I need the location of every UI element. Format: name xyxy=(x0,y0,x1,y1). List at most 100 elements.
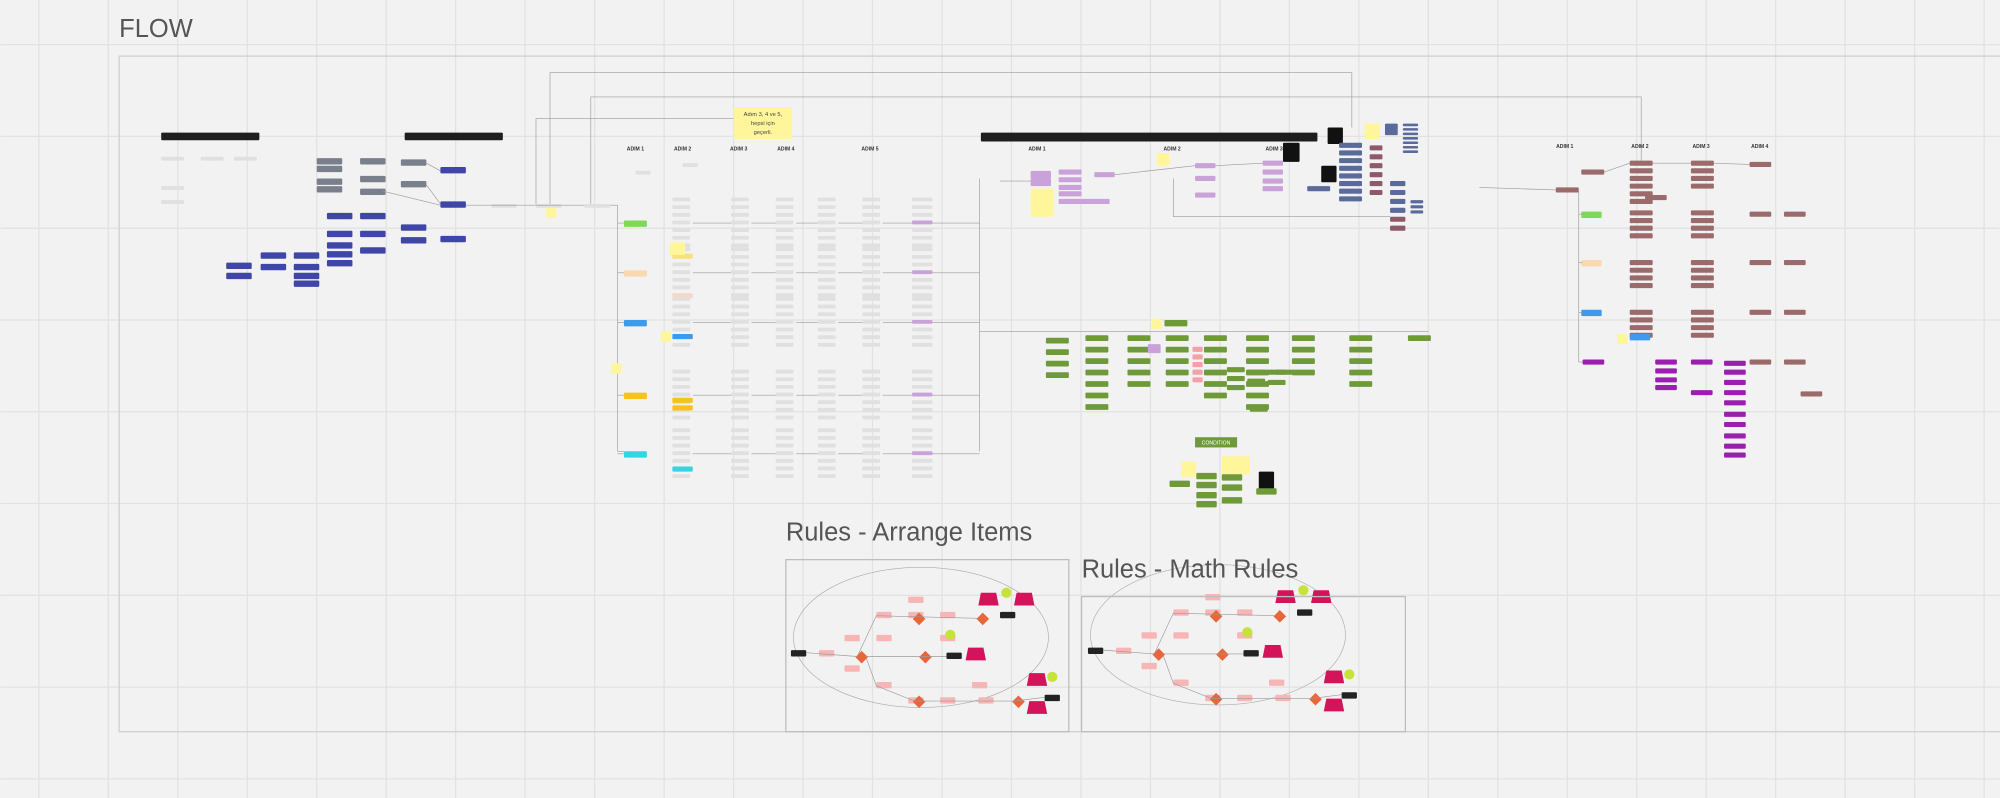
node xyxy=(817,285,836,290)
node xyxy=(775,297,794,301)
start-node xyxy=(623,270,647,277)
node xyxy=(1690,210,1714,216)
node xyxy=(1339,158,1363,164)
node xyxy=(400,159,427,166)
node xyxy=(1629,275,1653,281)
node xyxy=(817,243,836,248)
node xyxy=(1629,233,1653,239)
node xyxy=(1783,211,1806,217)
sticky-note xyxy=(1221,456,1250,475)
node xyxy=(1749,161,1772,167)
decision xyxy=(919,650,932,664)
black-block xyxy=(1297,609,1313,616)
node xyxy=(1246,358,1269,364)
node xyxy=(1369,145,1383,151)
column-header: ADIM 2 xyxy=(1631,144,1648,150)
node xyxy=(1196,492,1217,499)
node xyxy=(161,200,185,204)
node xyxy=(672,405,693,411)
node xyxy=(1237,694,1253,702)
node xyxy=(731,247,749,252)
node xyxy=(1226,367,1245,373)
node xyxy=(1629,210,1653,216)
node xyxy=(360,247,386,254)
node xyxy=(1085,358,1109,364)
node xyxy=(731,474,749,479)
loop-curve xyxy=(1090,564,1346,706)
node xyxy=(862,277,881,282)
node xyxy=(1339,188,1363,194)
node xyxy=(400,224,427,231)
node xyxy=(1268,679,1285,686)
sticky-note xyxy=(669,242,686,255)
node xyxy=(672,312,691,317)
node xyxy=(1369,154,1383,160)
node xyxy=(1629,183,1653,189)
frame-title: Rules - Arrange Items xyxy=(786,518,1032,546)
sticky-text: geçerli. xyxy=(754,130,773,136)
node xyxy=(912,458,933,463)
connector xyxy=(1604,162,1630,173)
node xyxy=(876,611,892,619)
node xyxy=(817,254,836,259)
node xyxy=(1058,198,1110,204)
node xyxy=(775,262,794,267)
marker xyxy=(1344,669,1355,680)
node xyxy=(1275,694,1291,702)
node xyxy=(1629,267,1653,273)
node xyxy=(862,369,881,374)
node xyxy=(1196,500,1217,508)
node xyxy=(1203,358,1227,364)
node xyxy=(1749,359,1772,365)
node xyxy=(1629,325,1653,331)
node xyxy=(817,369,836,374)
node xyxy=(1030,170,1051,179)
node xyxy=(817,297,836,301)
connector xyxy=(1215,162,1263,167)
node xyxy=(1291,346,1315,353)
node xyxy=(293,272,320,280)
node xyxy=(1369,163,1383,169)
node xyxy=(672,474,691,479)
column-header: ADIM 3 xyxy=(1693,144,1710,150)
node xyxy=(293,263,320,271)
node xyxy=(672,428,691,433)
node xyxy=(1307,186,1331,192)
node xyxy=(200,156,224,161)
node xyxy=(1247,378,1266,384)
node xyxy=(912,466,933,471)
node xyxy=(862,262,881,267)
node xyxy=(817,474,836,479)
node xyxy=(817,407,836,412)
node xyxy=(1339,150,1363,156)
node xyxy=(672,392,691,397)
node xyxy=(1165,335,1189,341)
node xyxy=(731,428,749,433)
node xyxy=(1410,205,1424,209)
node xyxy=(1629,333,1651,341)
connector xyxy=(535,118,734,204)
connector xyxy=(426,162,441,172)
connector xyxy=(609,204,624,452)
node xyxy=(1690,359,1713,365)
node xyxy=(1203,369,1227,376)
marker xyxy=(945,629,956,640)
marker xyxy=(1047,671,1058,682)
node xyxy=(1085,346,1109,353)
node xyxy=(1407,335,1431,341)
node xyxy=(1164,319,1188,327)
node xyxy=(672,253,693,259)
node xyxy=(672,205,691,210)
sticky-text: Adım 3, 4 ve 5, xyxy=(744,112,783,118)
node xyxy=(1410,200,1424,204)
node xyxy=(731,197,749,202)
node xyxy=(326,251,353,258)
trapezoid xyxy=(1323,670,1345,684)
node xyxy=(912,205,933,210)
node xyxy=(682,163,698,167)
node xyxy=(862,443,881,448)
node xyxy=(775,466,794,471)
node xyxy=(326,242,353,249)
